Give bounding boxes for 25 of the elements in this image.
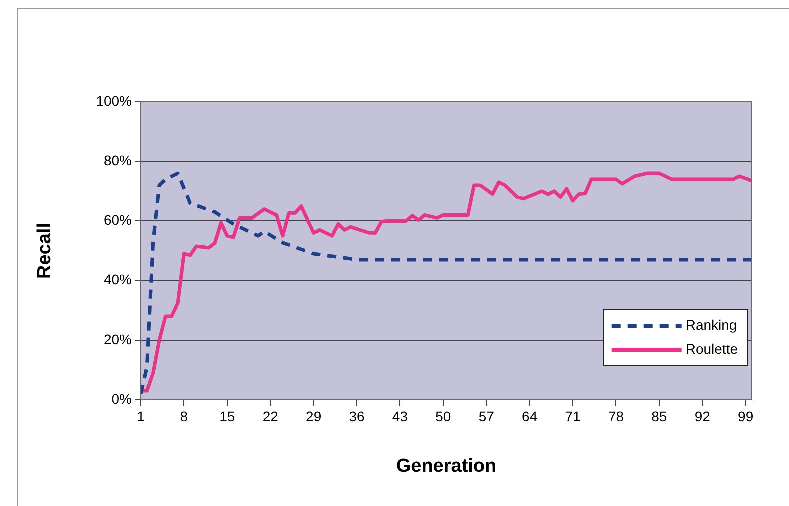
y-axis-title: Recall [34, 223, 56, 279]
legend-label: Roulette [686, 340, 738, 357]
x-tick-label: 15 [220, 408, 236, 424]
legend-label: Ranking [686, 316, 738, 333]
x-tick-label: 64 [522, 408, 538, 424]
x-tick-label: 29 [306, 408, 322, 424]
x-tick-label: 57 [478, 408, 495, 424]
y-tick-label: 80% [104, 152, 132, 168]
x-tick-label: 71 [565, 408, 582, 424]
y-tick-label: 0% [112, 390, 132, 407]
x-tick-label: 85 [652, 408, 668, 424]
x-tick-label: 22 [262, 408, 279, 424]
x-tick-label: 92 [694, 408, 711, 424]
x-tick-label: 36 [349, 408, 366, 424]
x-tick-label: 1 [137, 408, 146, 424]
x-tick-label: 78 [608, 408, 624, 424]
x-tick-label: 43 [392, 408, 408, 424]
y-tick-label: 100% [96, 92, 132, 109]
x-tick-label: 50 [436, 408, 452, 424]
x-tick-label: 8 [180, 408, 188, 424]
y-tick-label: 20% [104, 331, 132, 348]
x-tick-label: 99 [738, 408, 754, 424]
x-axis-title: Generation [396, 456, 497, 477]
y-tick-label: 60% [104, 212, 132, 228]
y-tick-label: 40% [104, 272, 132, 288]
